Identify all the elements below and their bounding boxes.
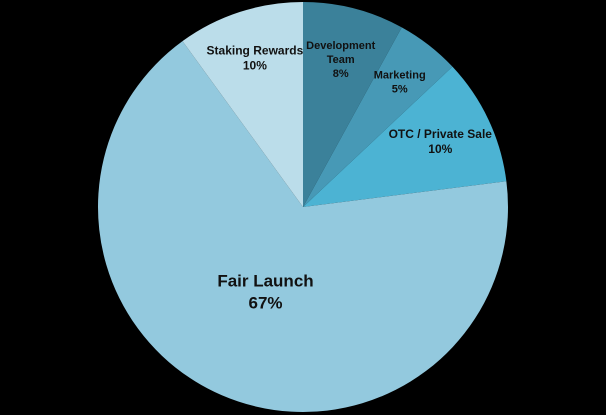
- slice-value-fair-launch: 67%: [248, 294, 282, 313]
- slice-label-fair-launch: Fair Launch 67%: [217, 272, 313, 313]
- slice-label-development-team: Development Team 8%: [306, 40, 375, 80]
- slice-name-development-team: Team: [327, 54, 355, 66]
- pie-slice-marketing: [303, 27, 453, 207]
- slice-label-marketing: Marketing 5%: [374, 69, 426, 95]
- pie-slice-fair-launch: [97, 41, 508, 412]
- slice-value-development-team: 8%: [333, 68, 349, 80]
- slice-value-marketing: 5%: [392, 83, 408, 95]
- slice-value-staking-rewards: 10%: [243, 58, 267, 72]
- pie-slices: [97, 2, 508, 412]
- slice-name-development-team: Development: [306, 40, 375, 52]
- slice-name-staking-rewards: Staking Rewards: [207, 43, 304, 57]
- slice-label-otc-private-sale: OTC / Private Sale 10%: [389, 127, 493, 156]
- slice-name-fair-launch: Fair Launch: [217, 272, 313, 291]
- pie-slice-development-team: [303, 2, 402, 207]
- slice-labels: Development Team 8% Marketing 5% OTC / Privat…: [207, 40, 493, 313]
- slice-name-marketing: Marketing: [374, 69, 426, 81]
- slice-label-staking-rewards: Staking Rewards 10%: [207, 43, 304, 72]
- pie-slice-staking-rewards: [182, 2, 303, 207]
- pie-slice-otc-private-sale: [303, 66, 507, 207]
- slice-name-otc-private-sale: OTC / Private Sale: [389, 127, 493, 141]
- slice-value-otc-private-sale: 10%: [428, 142, 452, 156]
